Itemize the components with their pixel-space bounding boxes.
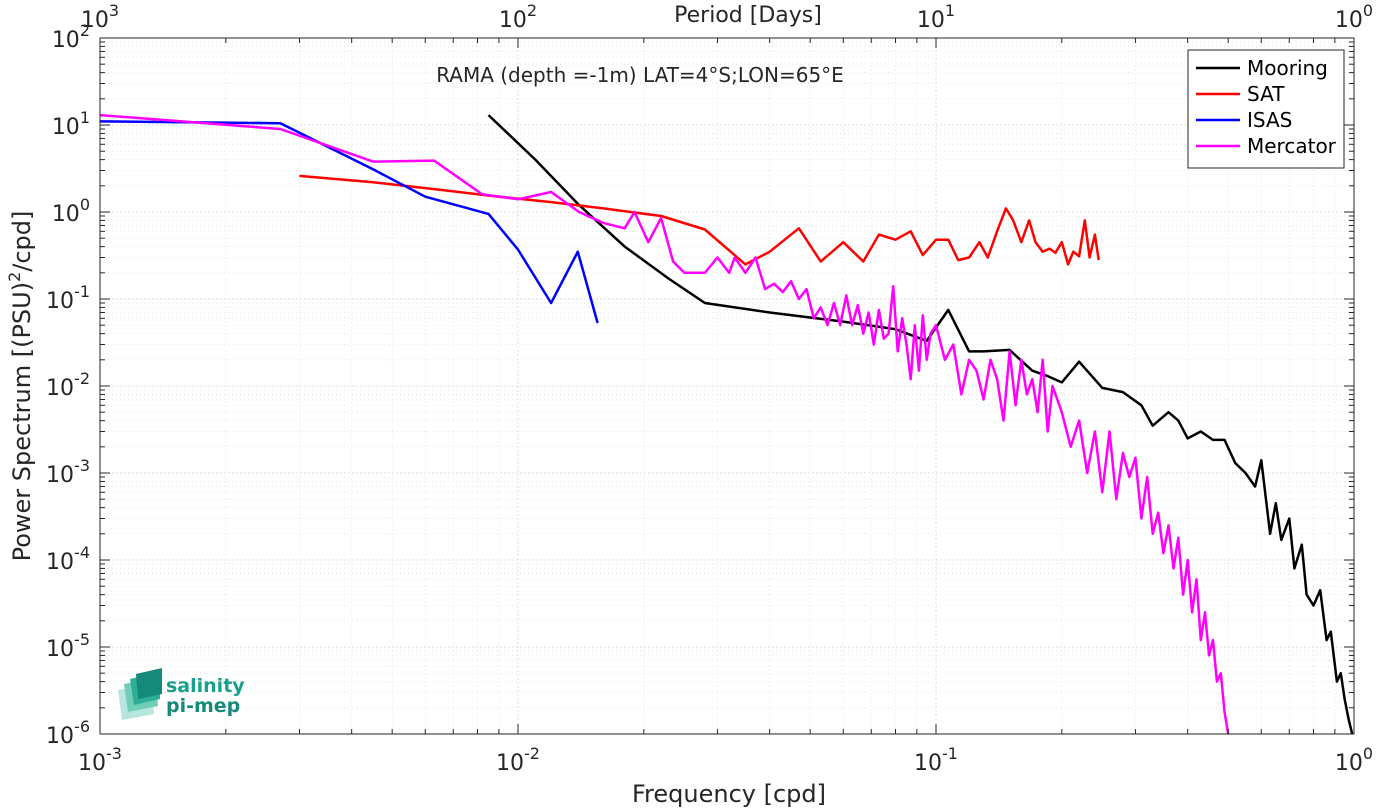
x-tick-label: 10-1 — [914, 744, 958, 776]
y-tick-label: 102 — [52, 21, 90, 53]
y-axis-label-sup: 2 — [5, 272, 24, 282]
top-tick-label: 103 — [81, 1, 119, 33]
x-tick-label: 10-3 — [78, 744, 122, 776]
top-tick-label: 102 — [499, 1, 537, 33]
legend-label-sat: SAT — [1247, 82, 1285, 106]
logo-line1: salinity — [166, 675, 245, 697]
legend-label-isas: ISAS — [1247, 108, 1292, 132]
top-tick-label: 101 — [917, 1, 955, 33]
salinity-pimep-logo: salinity pi-mep — [118, 668, 245, 720]
legend-box — [1187, 49, 1345, 169]
x-tick-label: 100 — [1335, 744, 1373, 776]
data-series — [99, 113, 1354, 735]
top-tick-label: 100 — [1335, 1, 1373, 33]
y-tick-label: 10-2 — [46, 369, 90, 401]
y-tick-label: 10-1 — [46, 282, 90, 314]
series-line-mooring — [487, 114, 1354, 735]
chart-title: RAMA (depth =-1m) LAT=4°S;LON=65°E — [436, 63, 844, 87]
y-tick-label: 100 — [52, 195, 90, 227]
y-tick-label: 10-3 — [46, 456, 90, 488]
tick-marks — [99, 38, 1354, 735]
top-axis-label: Period [Days] — [674, 3, 822, 28]
legend-label-mooring: Mooring — [1247, 56, 1328, 80]
x-tick-label: 10-2 — [496, 744, 540, 776]
y-tick-label: 101 — [52, 108, 90, 140]
logo-line2: pi-mep — [166, 695, 240, 717]
y-axis-label-tail: /cpd] — [8, 211, 36, 272]
logo-graphic-icon — [118, 668, 162, 720]
x-axis-label: Frequency [cpd] — [632, 780, 826, 808]
series-line-mercator — [99, 113, 1230, 735]
y-axis-label-main: Power Spectrum [(PSU) — [8, 282, 36, 561]
grid — [99, 38, 1354, 735]
y-tick-label: 10-6 — [46, 717, 90, 749]
series-line-sat — [299, 174, 1100, 266]
y-tick-label: 10-4 — [46, 543, 90, 575]
y-axis-label: Power Spectrum [(PSU)2/cpd] — [5, 211, 36, 562]
y-tick-label: 10-5 — [46, 630, 90, 662]
legend-label-mercator: Mercator — [1247, 134, 1337, 158]
